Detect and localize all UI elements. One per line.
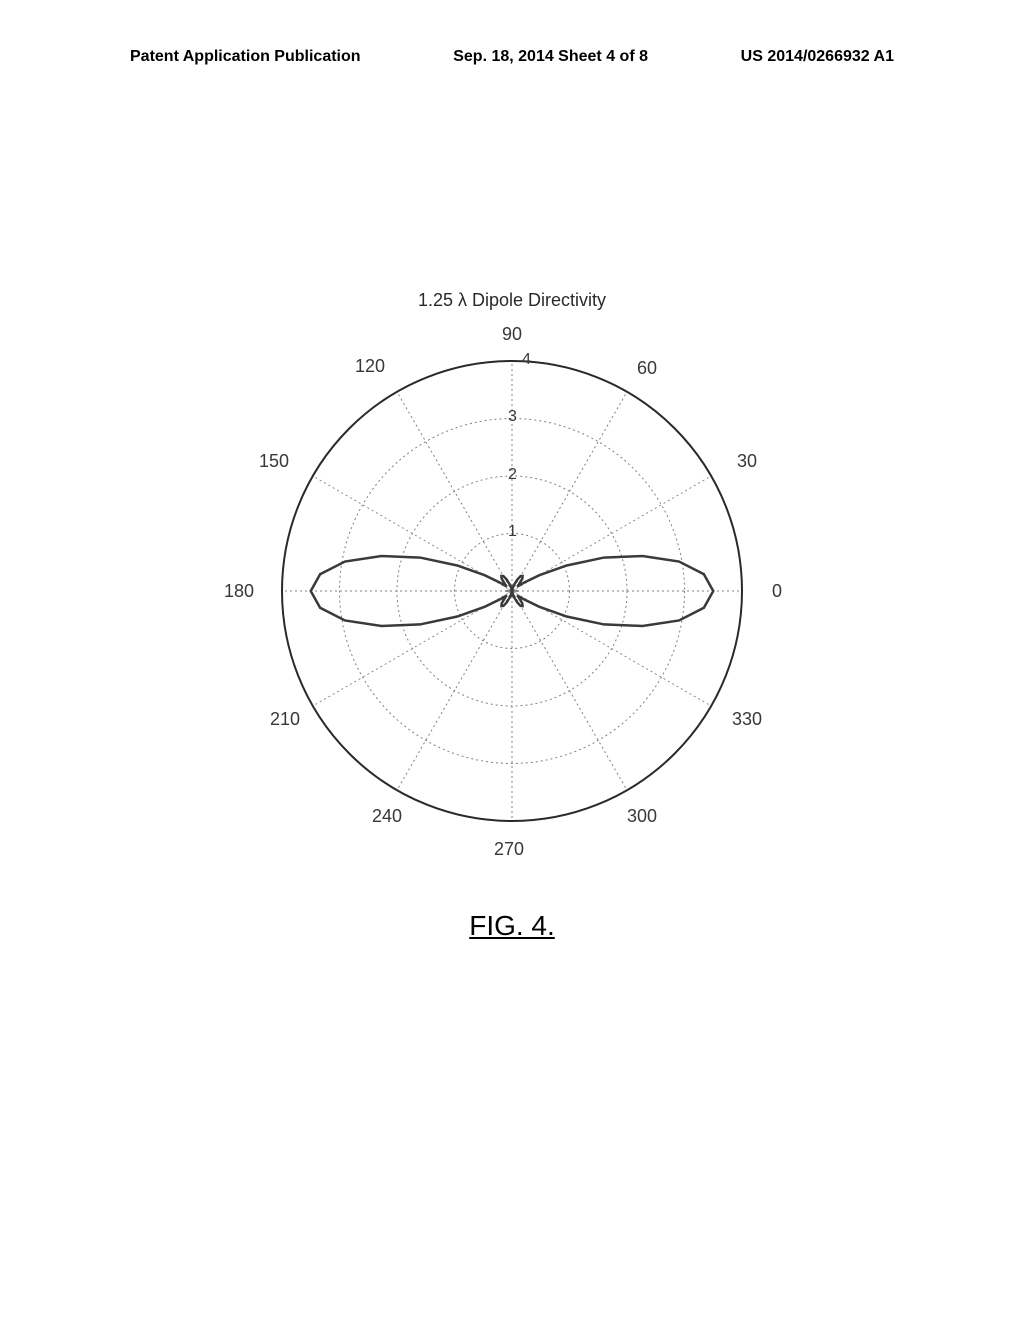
chart-title: 1.25 λ Dipole Directivity (212, 290, 812, 311)
angle-label-120: 120 (355, 356, 385, 377)
angle-label-30: 30 (737, 451, 757, 472)
header-left: Patent Application Publication (130, 48, 361, 66)
angle-label-300: 300 (627, 806, 657, 827)
angle-label-210: 210 (270, 709, 300, 730)
header-right: US 2014/0266932 A1 (741, 48, 894, 66)
radial-label-3: 3 (508, 408, 517, 426)
angle-label-270: 270 (494, 839, 524, 860)
angle-label-0: 0 (772, 581, 782, 602)
polar-svg (212, 326, 812, 856)
polar-chart-container: 1.25 λ Dipole Directivity 0 30 60 90 120 150 1… (212, 290, 812, 856)
radial-label-1: 1 (508, 523, 517, 541)
angle-label-150: 150 (259, 451, 289, 472)
angle-label-180: 180 (224, 581, 254, 602)
angle-label-330: 330 (732, 709, 762, 730)
radial-label-2: 2 (508, 466, 517, 484)
figure-label: FIG. 4. (469, 910, 555, 942)
polar-chart: 0306090120150180210240270300330 1234 (212, 326, 812, 856)
header-center: Sep. 18, 2014 Sheet 4 of 8 (453, 48, 648, 66)
angle-label-90: 90 (502, 324, 522, 345)
angle-label-240: 240 (372, 806, 402, 827)
patent-header: Patent Application Publication Sep. 18, … (0, 48, 1024, 66)
radial-label-4: 4 (522, 351, 531, 369)
angle-label-60: 60 (637, 358, 657, 379)
